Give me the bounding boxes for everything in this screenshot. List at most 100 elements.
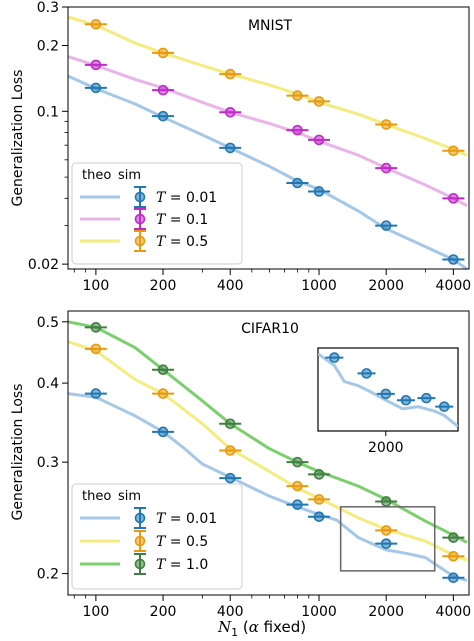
x-axis-label: N1 (α fixed) bbox=[217, 618, 306, 639]
legend-sim-swatch bbox=[134, 553, 146, 575]
data-point bbox=[448, 572, 459, 584]
cifar10-plot-frame bbox=[67, 310, 470, 596]
inset-content bbox=[318, 352, 458, 428]
sim-point bbox=[152, 388, 175, 399]
data-point bbox=[313, 511, 325, 522]
x-tick-label: 4000 bbox=[436, 278, 472, 294]
sim-point bbox=[84, 82, 107, 94]
sim-point bbox=[152, 426, 175, 438]
sim-point bbox=[84, 343, 107, 355]
sim-point bbox=[219, 68, 242, 80]
data-point bbox=[313, 96, 325, 107]
legend-label: T = 0.5 bbox=[156, 234, 208, 250]
sim-point bbox=[308, 134, 331, 146]
sim-point bbox=[286, 456, 309, 468]
y-tick-label: 0.4 bbox=[37, 376, 59, 392]
x-tick-label: 1000 bbox=[301, 604, 337, 620]
zoom-region-box bbox=[339, 506, 436, 572]
data-point bbox=[380, 525, 392, 536]
sim-point bbox=[375, 538, 398, 549]
legend-point bbox=[134, 235, 146, 247]
theory-line-3 bbox=[67, 320, 468, 544]
data-point bbox=[90, 59, 102, 71]
data-point bbox=[157, 84, 169, 96]
x-tick-label: 200 bbox=[150, 604, 177, 620]
data-point bbox=[90, 343, 102, 355]
legend-header-sim: sim bbox=[118, 168, 141, 183]
legend-sim-swatch bbox=[134, 530, 146, 552]
sim-point bbox=[375, 162, 398, 174]
data-point bbox=[361, 368, 372, 379]
y-tick-label: 0.02 bbox=[28, 257, 59, 273]
legend-label: T = 1.0 bbox=[156, 557, 208, 573]
sim-point bbox=[219, 106, 242, 118]
cifar10-panel: Generalization Loss CIFAR10 100 200 400 100… bbox=[10, 310, 472, 639]
legend-sim-swatch bbox=[134, 230, 146, 252]
data-point bbox=[380, 538, 392, 549]
legend-sim-swatch bbox=[134, 208, 146, 230]
data-point bbox=[448, 193, 459, 204]
sim-point bbox=[308, 511, 331, 522]
sim-point bbox=[442, 550, 465, 562]
data-point bbox=[313, 469, 325, 480]
mnist-legend: theo sim T = 0.01 T = 0.1 T = 0.5 bbox=[71, 162, 243, 265]
sim-point bbox=[308, 494, 331, 505]
data-point bbox=[224, 472, 236, 484]
sim-point bbox=[286, 124, 309, 136]
x-tick-label: 400 bbox=[217, 278, 244, 294]
sim-point bbox=[84, 59, 107, 71]
inset-theory-line bbox=[318, 352, 458, 428]
y-tick-label: 0.3 bbox=[37, 455, 59, 471]
legend-sim-swatch bbox=[134, 507, 146, 529]
data-point bbox=[292, 499, 303, 510]
data-point bbox=[292, 124, 303, 136]
data-point bbox=[448, 550, 459, 562]
inset-sim-point bbox=[325, 352, 344, 363]
mnist-title: MNIST bbox=[248, 18, 293, 34]
sim-point bbox=[152, 84, 175, 96]
cifar10-y-axis-label: Generalization Loss bbox=[10, 384, 26, 521]
inset-sim-point bbox=[396, 394, 415, 406]
data-point bbox=[380, 162, 392, 174]
sim-point bbox=[84, 388, 107, 399]
inset-sim-point bbox=[435, 401, 454, 412]
y-tick-label: 0.5 bbox=[37, 315, 59, 331]
data-point bbox=[380, 220, 392, 231]
x-tick-label: 4000 bbox=[436, 604, 472, 620]
legend-point bbox=[134, 191, 146, 203]
data-point bbox=[224, 445, 236, 456]
legend-sim-swatch bbox=[134, 186, 146, 208]
data-point bbox=[157, 364, 169, 375]
mnist-panel: Generalization Loss MNIST 100 200 400 1000 2… bbox=[10, 0, 471, 294]
data-point bbox=[329, 352, 340, 363]
data-point bbox=[224, 68, 236, 80]
legend-header-theo: theo bbox=[82, 168, 111, 183]
inset-sim-point bbox=[357, 368, 376, 379]
legend-header-theo: theo bbox=[82, 489, 111, 504]
data-point bbox=[400, 394, 412, 406]
sim-point bbox=[442, 145, 465, 157]
sim-point bbox=[219, 472, 242, 484]
sim-point bbox=[375, 496, 398, 507]
y-tick-label: 0.2 bbox=[37, 567, 59, 583]
cifar10-legend: theo sim T = 0.01 T = 0.5 T = 1.0 bbox=[71, 483, 243, 590]
data-point bbox=[157, 110, 169, 122]
legend-point bbox=[134, 558, 146, 570]
data-point bbox=[448, 145, 459, 157]
sim-point bbox=[442, 193, 465, 204]
sim-point bbox=[219, 418, 242, 430]
y-tick-label: 0.1 bbox=[37, 104, 59, 120]
theory-line-1 bbox=[67, 74, 468, 271]
data-point bbox=[90, 19, 102, 30]
sim-point bbox=[286, 177, 309, 189]
x-tick-label: 100 bbox=[83, 604, 110, 620]
x-tick-label: 2000 bbox=[368, 604, 404, 620]
legend-label: T = 0.1 bbox=[156, 212, 208, 228]
data-point bbox=[421, 392, 432, 404]
sim-point bbox=[308, 96, 331, 107]
data-point bbox=[224, 106, 236, 118]
x-tick-label: 200 bbox=[150, 278, 177, 294]
sim-point bbox=[308, 186, 331, 197]
data-point bbox=[157, 47, 169, 59]
sim-point bbox=[219, 445, 242, 456]
